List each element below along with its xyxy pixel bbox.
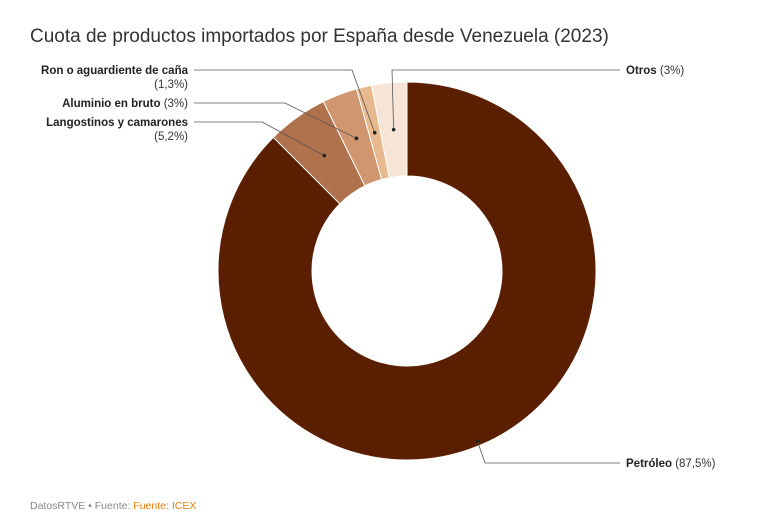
slice-label: Langostinos y camarones (5,2%) — [46, 117, 188, 143]
slice-label: Petróleo (87,5%) — [626, 458, 716, 470]
leader-dot — [391, 127, 396, 132]
slice-label-name: Otros — [626, 65, 657, 77]
slice-label: Otros (3%) — [626, 65, 684, 77]
slice-label-name: Petróleo — [626, 458, 672, 470]
leader-line — [391, 69, 620, 130]
leader-line — [194, 102, 357, 139]
slice-label: Ron o aguardiente de caña (1,3%) — [41, 65, 189, 91]
slice-label-value: (3%) — [161, 98, 189, 110]
footer-brand: DatosRTVE — [30, 500, 86, 512]
slice-label-name: Langostinos y camarones — [46, 117, 188, 129]
leader-dot — [354, 136, 359, 141]
source-link[interactable]: Fuente: ICEX — [133, 500, 197, 512]
slice-label-value: (3%) — [657, 65, 685, 77]
leader-dot — [475, 439, 480, 443]
leader-dot — [372, 130, 377, 135]
slice-label-value: (1,3%) — [154, 79, 188, 91]
slice-label-name: Ron o aguardiente de caña — [41, 65, 189, 77]
slice-label: Aluminio en bruto (3%) — [62, 98, 188, 110]
leader-line — [194, 69, 376, 133]
leader-line — [477, 440, 620, 464]
leader-line — [194, 121, 325, 156]
slice-otros[interactable] — [371, 81, 408, 179]
slice-label-value: (87,5%) — [672, 458, 716, 470]
leader-dot — [322, 153, 327, 158]
footer: DatosRTVE • Fuente: Fuente: ICEX — [30, 500, 196, 512]
slice-label-value: (5,2%) — [154, 131, 188, 143]
chart-title: Cuota de productos importados por España… — [30, 26, 609, 47]
slice-petr-leo[interactable] — [217, 81, 597, 461]
footer-separator: • Fuente: — [85, 500, 134, 512]
slice-label-name: Aluminio en bruto — [62, 98, 160, 110]
